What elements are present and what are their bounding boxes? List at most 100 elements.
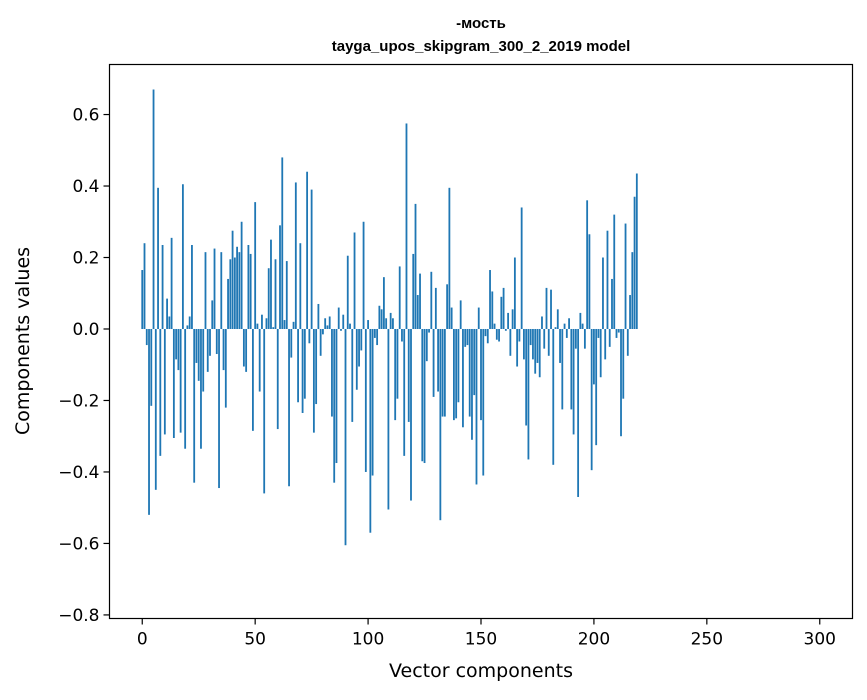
bar <box>453 328 455 421</box>
bar <box>466 328 469 346</box>
bar <box>443 328 446 417</box>
bar <box>256 323 259 329</box>
bar <box>279 225 281 329</box>
bar <box>574 328 577 349</box>
bar <box>281 157 284 329</box>
bar <box>224 328 227 408</box>
y-tick-label: 0.2 <box>72 249 99 269</box>
bar <box>333 328 336 483</box>
bar <box>613 214 616 329</box>
bar <box>231 230 234 329</box>
bar <box>283 320 286 329</box>
bar <box>204 252 207 329</box>
y-tick-label: −0.4 <box>58 463 99 483</box>
bar <box>583 328 586 349</box>
bar <box>626 328 629 356</box>
bar <box>306 171 309 329</box>
bar <box>401 328 403 342</box>
bar <box>620 328 622 437</box>
bar <box>389 312 392 329</box>
bar <box>328 316 331 329</box>
bar <box>477 307 480 329</box>
bar <box>527 328 530 460</box>
bar <box>552 328 555 465</box>
bar <box>342 314 345 329</box>
bar <box>150 328 153 406</box>
bar <box>242 328 245 367</box>
bar <box>346 255 349 329</box>
x-tick-label: 250 <box>691 630 723 650</box>
bar <box>532 328 534 360</box>
bar <box>525 328 528 426</box>
x-tick-label: 150 <box>465 630 497 650</box>
bars-group <box>141 89 638 546</box>
bar <box>170 237 173 329</box>
bar <box>157 187 159 329</box>
bar <box>245 328 248 372</box>
bar <box>581 323 584 329</box>
bar <box>484 328 487 337</box>
bar <box>175 328 178 360</box>
bar <box>312 328 315 433</box>
bar <box>593 328 595 385</box>
bar <box>624 223 627 329</box>
bar <box>247 245 250 329</box>
bar <box>373 328 376 338</box>
bar <box>186 325 189 329</box>
bar <box>513 257 516 329</box>
bar <box>179 328 182 433</box>
bar <box>220 252 223 329</box>
bar <box>310 189 313 329</box>
bar <box>141 270 144 329</box>
bar <box>633 196 636 329</box>
bar <box>152 89 155 329</box>
bar <box>457 328 460 403</box>
bar <box>394 328 397 421</box>
bar <box>238 252 241 329</box>
bar <box>193 328 196 483</box>
bar <box>428 328 430 333</box>
bar <box>288 328 290 487</box>
bar <box>322 328 324 335</box>
bar <box>586 200 589 329</box>
bar <box>378 305 381 329</box>
bar <box>213 248 216 329</box>
bar <box>188 316 191 329</box>
bar <box>211 300 214 329</box>
bar <box>419 273 421 329</box>
y-axis-label: Components values <box>12 247 34 435</box>
bar <box>482 328 485 476</box>
bar <box>240 221 243 329</box>
bar <box>498 328 500 342</box>
bar <box>475 328 478 485</box>
bar <box>473 328 476 396</box>
bar <box>263 328 266 494</box>
bar <box>486 328 489 344</box>
bar <box>172 328 175 438</box>
x-axis-label: Vector components <box>389 660 573 682</box>
bar <box>606 230 609 329</box>
bar <box>154 328 157 490</box>
bar <box>516 328 519 367</box>
bar <box>163 328 166 435</box>
bar <box>184 328 187 449</box>
bar <box>353 232 356 329</box>
bar <box>326 325 329 329</box>
bar <box>405 123 408 329</box>
bar <box>335 328 338 464</box>
bar <box>380 309 383 329</box>
bar <box>200 328 202 449</box>
bar <box>161 245 164 329</box>
bar <box>631 252 634 329</box>
y-tick-label: −0.8 <box>58 606 99 626</box>
bar <box>507 312 510 329</box>
bar <box>611 278 613 329</box>
bar <box>523 328 525 360</box>
bar <box>362 221 365 329</box>
bar <box>520 207 523 329</box>
bar <box>297 328 299 403</box>
bar <box>602 257 604 329</box>
bar <box>425 328 428 362</box>
bar <box>236 246 238 329</box>
bar <box>358 328 360 367</box>
